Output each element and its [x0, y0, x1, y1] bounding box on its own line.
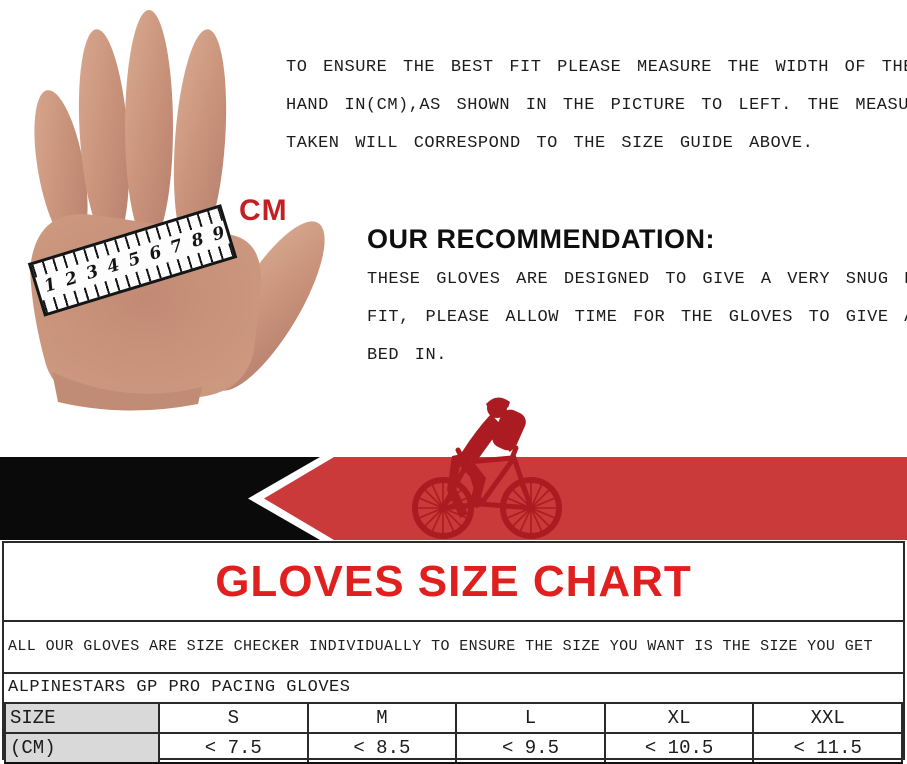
ruler-number: 2: [62, 267, 80, 291]
measure-instructions-line: TAKEN WILL CORRESPOND TO THE SIZE GUIDE …: [286, 134, 814, 153]
cyclist-icon: [412, 397, 562, 539]
recommendation-line: FIT, PLEASE ALLOW TIME FOR THE GLOVES TO…: [367, 308, 907, 327]
size-chart-note: ALL OUR GLOVES ARE SIZE CHECKER INDIVIDU…: [4, 622, 903, 674]
size-table-header-cell: S: [158, 702, 309, 734]
ruler-number: 4: [104, 255, 123, 278]
cm-unit-label: CM: [239, 194, 288, 227]
product-name: ALPINESTARS GP PRO PACING GLOVES: [8, 678, 351, 697]
size-chart-title: GLOVES SIZE CHART: [215, 556, 692, 606]
size-table-row-label: (CM): [4, 732, 160, 764]
size-table-header-cell: XXL: [752, 702, 903, 734]
size-table-header-cell: M: [306, 702, 458, 734]
measure-instructions: TO ENSURE THE BEST FIT PLEASE MEASURE TH…: [286, 49, 907, 163]
ruler-number: 8: [189, 229, 207, 252]
size-table-header-cell: XL: [603, 702, 755, 734]
size-table-header-row: SIZE S M L XL XXL: [4, 702, 903, 734]
size-chart-title-row: GLOVES SIZE CHART: [4, 543, 903, 622]
size-chart-box: GLOVES SIZE CHART ALL OUR GLOVES ARE SIZ…: [2, 541, 905, 764]
size-table-header-cell: SIZE: [4, 702, 160, 734]
size-table-value-cell: < 7.5: [158, 732, 309, 764]
size-table-value-cell: < 9.5: [455, 732, 606, 764]
size-table-value-cell: < 8.5: [306, 732, 458, 764]
hand-measurement-photo: 1 2 3 4 5 6 7 8 9 CM: [6, 4, 328, 456]
ruler-number: 5: [125, 248, 144, 272]
size-table-value-cell: < 11.5: [752, 732, 903, 764]
ruler-number: 3: [83, 261, 101, 285]
measure-instructions-line: HAND IN(CM),AS SHOWN IN THE PICTURE TO L…: [286, 96, 907, 115]
size-table-value-cell: < 10.5: [603, 732, 755, 764]
size-table-cm-row: (CM) < 7.5 < 8.5 < 9.5 < 10.5 < 11.5: [4, 732, 903, 764]
recommendation-heading: OUR RECOMMENDATION:: [367, 224, 715, 254]
size-table: SIZE S M L XL XXL (CM) < 7.5 < 8.5 < 9.5…: [4, 702, 903, 764]
recommendation-text: THESE GLOVES ARE DESIGNED TO GIVE A VERY…: [367, 261, 907, 375]
recommendation-line: THESE GLOVES ARE DESIGNED TO GIVE A VERY…: [367, 270, 907, 289]
ruler-number: 9: [210, 222, 228, 246]
ruler-number: 6: [146, 242, 165, 265]
recommendation-line: BED IN.: [367, 346, 447, 365]
ruler-number: 7: [168, 235, 186, 259]
banner-red-arrow: [264, 457, 907, 540]
measure-instructions-line: TO ENSURE THE BEST FIT PLEASE MEASURE TH…: [286, 58, 907, 77]
size-table-header-cell: L: [455, 702, 606, 734]
ruler-number: 1: [41, 274, 59, 297]
